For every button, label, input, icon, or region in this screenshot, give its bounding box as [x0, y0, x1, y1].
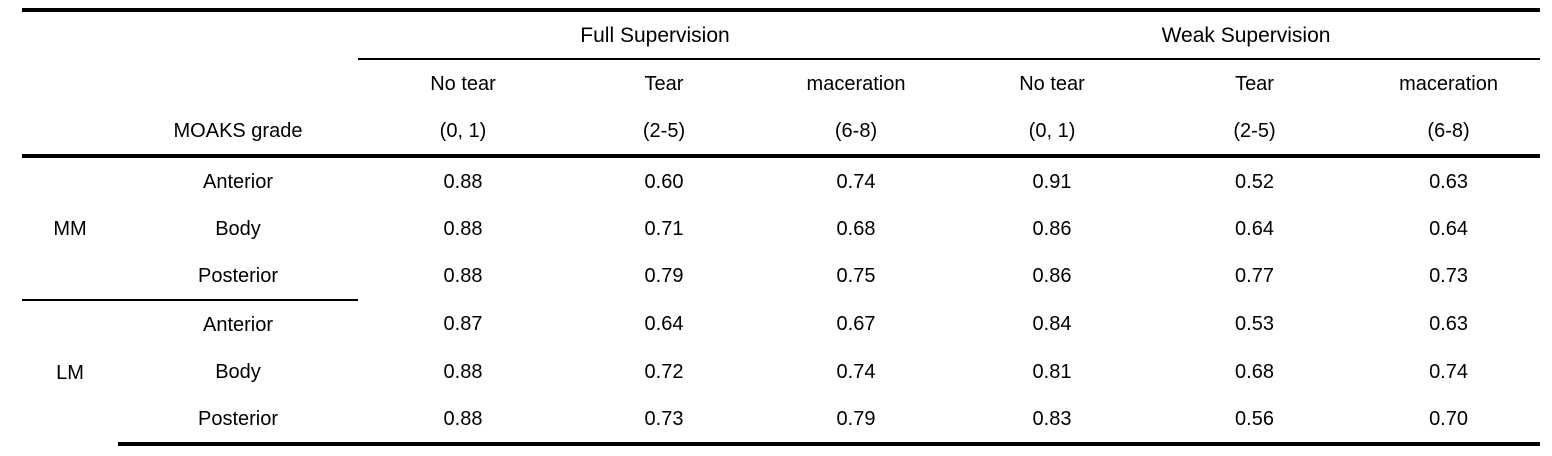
value-cell: 0.73 — [1429, 265, 1468, 287]
value-cell: 0.68 — [836, 217, 876, 240]
value-cell: 0.74 — [1429, 360, 1468, 383]
value-cell: 0.60 — [644, 170, 684, 193]
value-cell: 0.79 — [760, 395, 953, 446]
corner-blank — [118, 8, 358, 59]
value-cell: 0.71 — [644, 217, 684, 240]
row-group-label: LM — [56, 361, 84, 384]
value-cell: 0.91 — [1032, 170, 1072, 193]
value-cell: 0.63 — [1429, 170, 1468, 193]
sub-col-name: maceration — [806, 72, 906, 95]
region-label: Body — [215, 360, 261, 383]
value-cell: 0.88 — [358, 395, 568, 446]
value-cell: 0.64 — [1429, 217, 1468, 240]
sub-col-range: (0, 1) — [358, 107, 568, 158]
value-cell: 0.67 — [836, 313, 876, 335]
row-header-label: MOAKS grade — [118, 107, 358, 158]
value-cell: 0.72 — [644, 360, 684, 383]
blank-cell — [22, 107, 118, 158]
blank-cell — [22, 59, 118, 107]
sub-col-range: (2-5) — [568, 107, 760, 158]
value-cell: 0.74 — [836, 360, 876, 383]
region-label: Posterior — [118, 395, 358, 446]
row-group-label: MM — [22, 156, 118, 301]
sub-col-range: (0, 1) — [952, 107, 1153, 158]
value-cell: 0.84 — [1032, 313, 1072, 335]
sub-col-name: Tear — [644, 72, 684, 95]
value-cell: 0.79 — [644, 265, 684, 287]
region-label: Body — [215, 217, 261, 240]
value-cell: 0.53 — [1235, 313, 1274, 335]
region-label: Anterior — [202, 170, 274, 193]
results-table: Full Supervision Weak Supervision No tea… — [22, 8, 1541, 446]
value-cell: 0.86 — [1032, 265, 1072, 287]
region-label: Posterior — [118, 252, 358, 301]
value-cell: 0.70 — [1357, 395, 1541, 446]
value-cell: 0.87 — [443, 313, 483, 335]
blank-cell — [118, 59, 358, 107]
value-cell: 0.52 — [1235, 170, 1274, 193]
value-cell: 0.74 — [836, 170, 876, 193]
value-cell: 0.81 — [1032, 360, 1072, 383]
value-cell: 0.86 — [1032, 217, 1072, 240]
region-label: Anterior — [202, 313, 274, 336]
corner-blank — [22, 8, 118, 59]
value-cell: 0.73 — [568, 395, 760, 446]
value-cell: 0.77 — [1235, 265, 1274, 287]
sub-col-range: (6-8) — [760, 107, 953, 158]
value-cell: 0.75 — [836, 265, 876, 287]
value-cell: 0.64 — [1235, 217, 1274, 240]
value-cell: 0.88 — [443, 360, 483, 383]
value-cell: 0.88 — [443, 170, 483, 193]
sub-col-name: maceration — [1399, 72, 1498, 95]
sub-col-range: (2-5) — [1152, 107, 1358, 158]
sub-col-name: No tear — [430, 72, 496, 95]
sub-col-name: Tear — [1235, 72, 1274, 95]
value-cell: 0.63 — [1429, 313, 1468, 335]
value-cell: 0.64 — [644, 313, 684, 335]
col-group-header: Full Supervision — [358, 8, 953, 60]
value-cell: 0.56 — [1152, 395, 1358, 446]
sub-col-name: No tear — [1019, 72, 1085, 95]
value-cell: 0.88 — [443, 217, 483, 240]
value-cell: 0.83 — [952, 395, 1153, 446]
value-cell: 0.88 — [443, 265, 483, 287]
value-cell: 0.68 — [1235, 360, 1274, 383]
col-group-header: Weak Supervision — [952, 8, 1541, 60]
sub-col-range: (6-8) — [1357, 107, 1541, 158]
